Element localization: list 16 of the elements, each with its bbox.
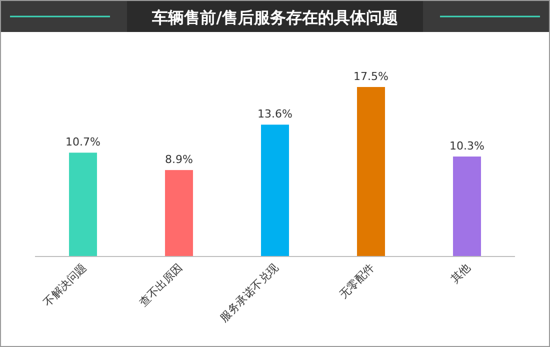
chart-title: 车辆售前/售后服务存在的具体问题 (151, 8, 398, 27)
data-label: 13.6% (258, 108, 292, 121)
x-tick-label: 服务承诺不兑现 (217, 260, 282, 325)
data-label: 10.3% (450, 140, 484, 153)
x-tick-label: 无零配件 (336, 260, 378, 302)
bar (165, 170, 193, 256)
bar (69, 152, 97, 256)
x-tick-label: 不解决问题 (41, 260, 90, 310)
x-tick-label: 其他 (448, 260, 474, 286)
data-label: 10.7% (66, 136, 100, 149)
data-label: 8.9% (165, 153, 193, 166)
data-label: 17.5% (354, 70, 388, 83)
bar (357, 87, 385, 256)
bar (453, 156, 481, 256)
bar (261, 124, 289, 256)
x-tick-label: 查不出原因 (137, 260, 186, 310)
